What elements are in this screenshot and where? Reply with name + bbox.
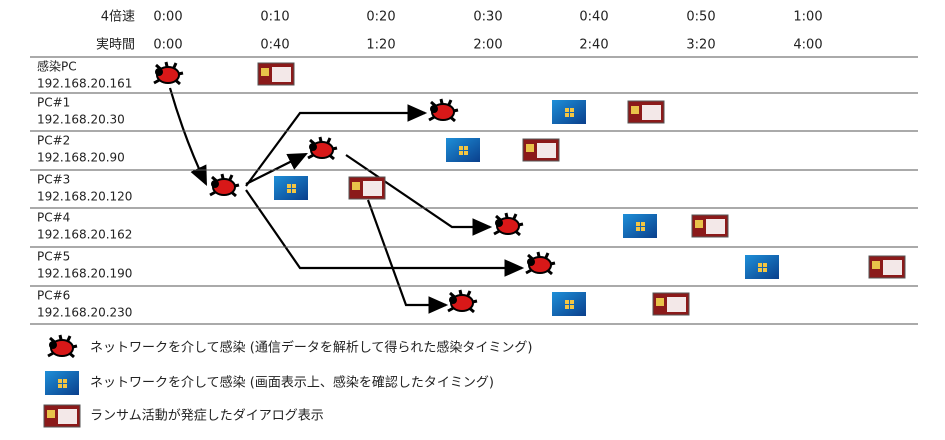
ransom-dialog-icon bbox=[627, 100, 665, 124]
windows-icon bbox=[274, 176, 308, 200]
header-time: 0:00 bbox=[153, 10, 182, 25]
host-name: PC#6 bbox=[37, 289, 70, 303]
ransom-panel bbox=[537, 143, 556, 158]
win-logo bbox=[758, 263, 767, 272]
ransom-lock bbox=[872, 261, 880, 269]
malware-icon bbox=[447, 289, 478, 314]
host-ip: 192.168.20.120 bbox=[37, 190, 132, 204]
header-time: 0:20 bbox=[366, 10, 395, 25]
windows-icon bbox=[745, 255, 779, 279]
header-time: 3:20 bbox=[686, 38, 715, 53]
malware-icon bbox=[525, 251, 556, 276]
host-name: PC#3 bbox=[37, 173, 70, 187]
malware-icon bbox=[428, 98, 459, 123]
bug-head bbox=[527, 258, 535, 266]
win-logo bbox=[58, 379, 67, 388]
ransom-panel bbox=[706, 219, 725, 234]
windows-icon bbox=[446, 138, 480, 162]
ransom-panel bbox=[667, 297, 686, 312]
header-time: 0:10 bbox=[260, 10, 289, 25]
ransom-dialog-icon bbox=[348, 176, 386, 200]
malware-icon bbox=[47, 334, 78, 359]
header-time: 4:00 bbox=[793, 38, 822, 53]
ransom-dialog-icon bbox=[652, 292, 690, 316]
malware-icon bbox=[209, 173, 240, 198]
ransom-lock bbox=[526, 144, 534, 152]
win-logo bbox=[287, 184, 296, 193]
arrows bbox=[168, 87, 525, 314]
host-ip: 192.168.20.230 bbox=[37, 306, 132, 320]
header-time: 0:40 bbox=[579, 10, 608, 25]
bug-head bbox=[309, 143, 317, 151]
bug-head bbox=[211, 180, 219, 188]
ransom-lock bbox=[631, 106, 639, 114]
header-time: 1:00 bbox=[793, 10, 822, 25]
host-name: PC#2 bbox=[37, 134, 70, 148]
header-time: 0:00 bbox=[153, 38, 182, 53]
bug-head bbox=[155, 68, 163, 76]
win-logo bbox=[459, 146, 468, 155]
header-time: 2:40 bbox=[579, 38, 608, 53]
win-logo bbox=[565, 108, 574, 117]
ransom-panel bbox=[363, 181, 382, 196]
malware-icon bbox=[493, 212, 524, 237]
windows-icon bbox=[45, 371, 79, 395]
malware-icon bbox=[153, 61, 184, 86]
host-ip: 192.168.20.30 bbox=[37, 113, 125, 127]
ransom-panel bbox=[58, 409, 77, 424]
ransom-dialog-icon bbox=[691, 214, 729, 238]
ransom-dialog-icon bbox=[257, 62, 295, 86]
bug-head bbox=[430, 105, 438, 113]
ransom-dialog-icon bbox=[868, 255, 906, 279]
host-ip: 192.168.20.161 bbox=[37, 77, 132, 91]
bug-head bbox=[49, 341, 57, 349]
host-ip: 192.168.20.190 bbox=[37, 267, 132, 281]
host-name: 感染PC bbox=[37, 59, 77, 74]
host-ip: 192.168.20.162 bbox=[37, 228, 132, 242]
host-name: PC#4 bbox=[37, 211, 70, 225]
win-logo bbox=[636, 222, 645, 231]
ransom-panel bbox=[272, 67, 291, 82]
ransom-lock bbox=[352, 182, 360, 190]
header-time: 1:20 bbox=[366, 38, 395, 53]
bug-head bbox=[495, 219, 503, 227]
ransom-lock bbox=[656, 298, 664, 306]
header-time: 0:30 bbox=[473, 10, 502, 25]
host-name: PC#1 bbox=[37, 96, 70, 110]
host-name: PC#5 bbox=[37, 250, 70, 264]
header-time: 2:00 bbox=[473, 38, 502, 53]
windows-icon bbox=[552, 292, 586, 316]
malware-icon bbox=[307, 136, 338, 161]
ransom-lock bbox=[695, 220, 703, 228]
legend-text: ネットワークを介して感染 (通信データを解析して得られた感染タイミング) bbox=[90, 340, 533, 356]
header-time: 0:40 bbox=[260, 38, 289, 53]
ransom-dialog-icon bbox=[43, 404, 81, 428]
ransom-lock bbox=[261, 68, 269, 76]
header-time: 0:50 bbox=[686, 10, 715, 25]
header-label: 4倍速 bbox=[101, 10, 135, 25]
ransom-panel bbox=[883, 260, 902, 275]
ransom-panel bbox=[642, 105, 661, 120]
ransom-dialog-icon bbox=[522, 138, 560, 162]
windows-icon bbox=[623, 214, 657, 238]
bug-head bbox=[449, 296, 457, 304]
header-label: 実時間 bbox=[96, 37, 135, 53]
legend-text: ネットワークを介して感染 (画面表示上、感染を確認したタイミング) bbox=[90, 375, 494, 391]
ransom-lock bbox=[47, 410, 55, 418]
legend-text: ランサム活動が発症したダイアログ表示 bbox=[90, 409, 324, 424]
win-logo bbox=[565, 300, 574, 309]
windows-icon bbox=[552, 100, 586, 124]
host-ip: 192.168.20.90 bbox=[37, 151, 125, 165]
